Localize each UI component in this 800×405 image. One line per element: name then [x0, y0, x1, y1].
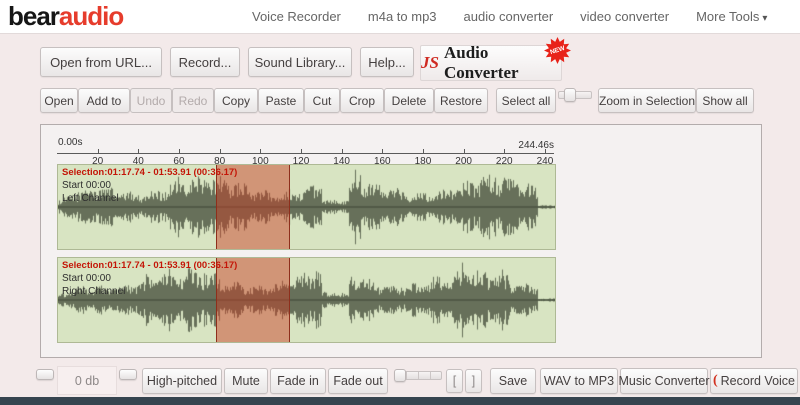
- open-from-url-button[interactable]: Open from URL...: [40, 47, 162, 77]
- ruler-tick-label: 40: [132, 156, 144, 167]
- ruler-start-label: 0.00s: [58, 137, 83, 148]
- help-button[interactable]: Help...: [360, 47, 414, 77]
- ruler-tick: [341, 149, 343, 154]
- select-all-button[interactable]: Select all: [496, 88, 556, 113]
- track-start-label: Start 00:00: [62, 180, 111, 191]
- ruler-tick: [382, 149, 384, 154]
- logo[interactable]: bearaudio: [8, 1, 124, 32]
- ruler-tick-label: 20: [92, 156, 104, 167]
- record-voice-label: Record Voice: [720, 374, 796, 388]
- add-to-button[interactable]: Add to: [78, 88, 130, 113]
- record-button[interactable]: Record...: [170, 47, 240, 77]
- ruler-tick-label: 220: [495, 156, 513, 167]
- ruler-tick-label: 140: [333, 156, 350, 167]
- high-pitched-button[interactable]: High-pitched: [142, 368, 222, 394]
- nav-video-converter[interactable]: video converter: [580, 9, 670, 24]
- sound-library-button[interactable]: Sound Library...: [248, 47, 352, 77]
- ruler-tick-label: 200: [455, 156, 472, 167]
- playback-zoom-slider-handle[interactable]: [394, 369, 406, 382]
- nav-m4a-to-mp3[interactable]: m4a to mp3: [367, 9, 437, 24]
- ruler-end-label: 244.46s: [518, 140, 554, 151]
- track-start-label: Start 00:00: [62, 273, 111, 284]
- ruler-tick: [138, 149, 140, 154]
- record-voice-icon: (: [712, 373, 718, 388]
- ruler-tick: [422, 149, 424, 154]
- volume-up-handle[interactable]: [119, 369, 137, 380]
- footer-bar: [0, 397, 800, 405]
- ruler-tick: [544, 149, 546, 154]
- wav-to-mp3-button[interactable]: WAV to MP3: [540, 368, 618, 394]
- logo-part1: bear: [8, 1, 60, 31]
- ruler-tick: [463, 149, 465, 154]
- fade-in-button[interactable]: Fade in: [270, 368, 326, 394]
- show-all-button[interactable]: Show all: [696, 88, 754, 113]
- nav-audio-converter[interactable]: audio converter: [463, 9, 554, 24]
- channel-label: Left Channel: [62, 193, 119, 204]
- delete-button[interactable]: Delete: [384, 88, 434, 113]
- selection-overlay[interactable]: [216, 165, 290, 249]
- chevron-down-icon: ▾: [762, 13, 768, 24]
- copy-button[interactable]: Copy: [214, 88, 258, 113]
- ruler-ticks: 20 40 60 80 100 120 140 160 180 200 220 240: [57, 149, 554, 167]
- zoom-slider-handle[interactable]: [564, 88, 576, 102]
- ruler-tick: [260, 149, 262, 154]
- waveform-canvas-left[interactable]: [58, 165, 555, 249]
- selection-label: Selection:01:17.74 - 01:53.91 (00:36.17): [62, 260, 238, 271]
- editor-panel: 0.00s 244.46s 20 40 60 80 100 120 140 160 180 200…: [40, 124, 762, 358]
- promo-js-label: JS: [421, 53, 439, 72]
- ruler-tick: [504, 149, 506, 154]
- volume-down-handle[interactable]: [36, 369, 54, 380]
- promo-rest-label: Audio Converter: [443, 43, 519, 82]
- ruler-tick-label: 180: [414, 156, 432, 167]
- header: bearaudio Voice Recorder m4a to mp3 audi…: [0, 0, 800, 34]
- fade-out-button[interactable]: Fade out: [328, 368, 388, 394]
- ruler-tick-label: 60: [173, 156, 185, 167]
- mute-button[interactable]: Mute: [224, 368, 268, 394]
- undo-button[interactable]: Undo: [130, 88, 172, 113]
- track-left-channel[interactable]: Selection:01:17.74 - 01:53.91 (00:36.17)…: [57, 164, 556, 250]
- restore-button[interactable]: Restore: [434, 88, 488, 113]
- ruler-tick-label: 240: [536, 156, 554, 167]
- volume-display: 0 db: [57, 366, 117, 395]
- selection-overlay[interactable]: [216, 258, 290, 342]
- record-voice-button[interactable]: ( Record Voice: [710, 368, 798, 394]
- ruler-tick-label: 120: [292, 156, 310, 167]
- redo-button[interactable]: Redo: [172, 88, 214, 113]
- ruler-tick: [219, 149, 221, 154]
- nav-voice-recorder[interactable]: Voice Recorder: [252, 9, 341, 24]
- nav-more-tools[interactable]: More Tools ▾: [696, 9, 768, 24]
- save-button[interactable]: Save: [490, 368, 536, 394]
- open-button[interactable]: Open: [40, 88, 78, 113]
- selection-start-bracket-button[interactable]: [: [446, 369, 463, 393]
- crop-button[interactable]: Crop: [340, 88, 384, 113]
- ruler-tick: [300, 149, 302, 154]
- paste-button[interactable]: Paste: [258, 88, 304, 113]
- music-converter-button[interactable]: Music Converter: [619, 368, 710, 394]
- zoom-in-selection-button[interactable]: Zoom in Selection: [598, 88, 696, 113]
- selection-end-bracket-button[interactable]: ]: [465, 369, 482, 393]
- logo-part2: audio: [58, 1, 124, 31]
- selection-label: Selection:01:17.74 - 01:53.91 (00:36.17): [62, 167, 238, 178]
- ruler-tick: [97, 149, 99, 154]
- ruler-tick-label: 160: [373, 156, 391, 167]
- ruler-tick-label: 100: [251, 156, 269, 167]
- track-right-channel[interactable]: Selection:01:17.74 - 01:53.91 (00:36.17)…: [57, 257, 556, 343]
- main-nav: Voice Recorder m4a to mp3 audio converte…: [252, 0, 767, 33]
- cut-button[interactable]: Cut: [304, 88, 340, 113]
- js-audio-converter-link[interactable]: JS Audio Converter NEW: [420, 37, 571, 82]
- waveform-canvas-right[interactable]: [58, 258, 555, 342]
- channel-label: Right Channel: [62, 286, 126, 297]
- ruler-tick: [178, 149, 180, 154]
- ruler-tick-label: 80: [214, 156, 226, 167]
